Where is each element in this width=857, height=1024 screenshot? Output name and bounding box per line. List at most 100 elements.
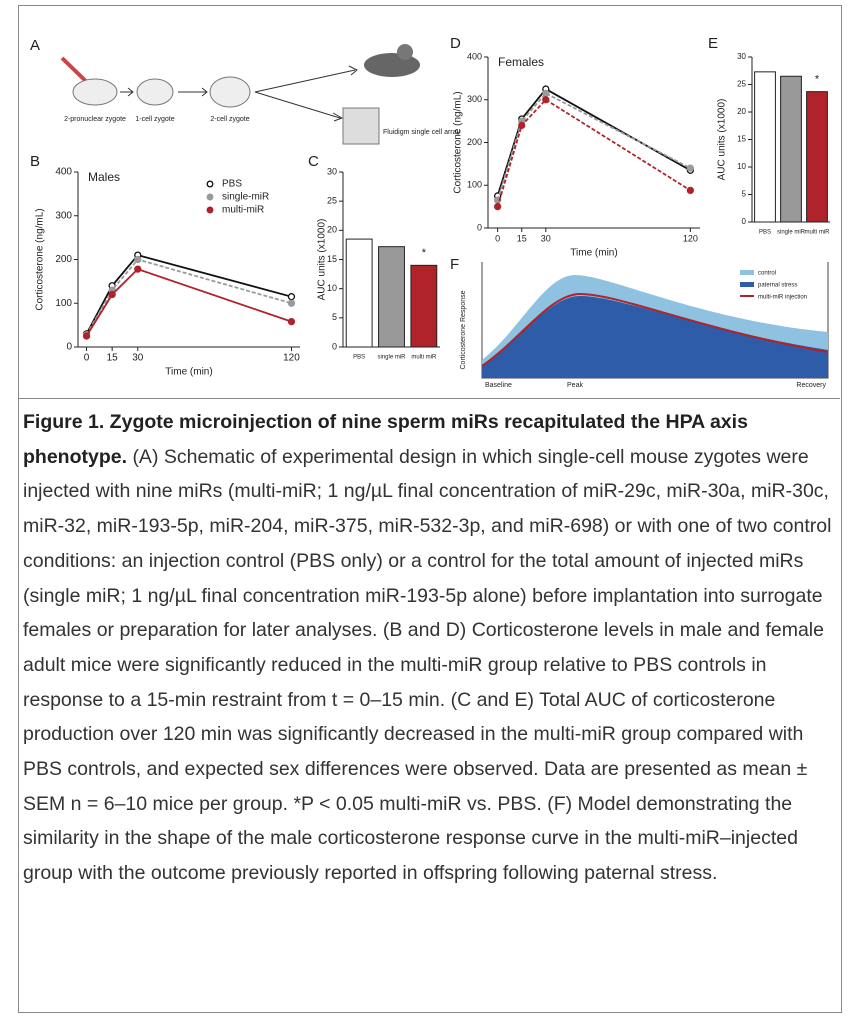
legend-label: PBS <box>222 179 242 190</box>
panel-label: D <box>450 35 461 52</box>
point <box>108 290 116 299</box>
legend-swatch <box>740 282 754 287</box>
caption-title: Figure 1. Zygote microinjection of nine … <box>23 411 748 468</box>
y-axis-label: AUC units (x1000) <box>317 219 328 301</box>
point <box>82 332 91 340</box>
panel-label: C <box>308 153 319 170</box>
schematic-label: 1-cell zygote <box>135 116 174 123</box>
x-tick-label: multi miR <box>411 355 437 361</box>
y-tick-label: 400 <box>55 167 72 178</box>
point <box>686 164 695 172</box>
zygote <box>209 76 251 108</box>
x-label: Baseline <box>485 382 512 389</box>
point <box>542 89 550 97</box>
model-panel: F Corticosterone Response Baseline Peak … <box>450 256 829 389</box>
x-tick-label: 120 <box>683 233 698 243</box>
x-tick-label: 15 <box>517 233 527 243</box>
x-tick-label: multi miR <box>805 230 831 236</box>
x-label: Peak <box>567 382 583 389</box>
y-axis-label: AUC units (x1000) <box>717 99 728 181</box>
y-axis-label: Corticosterone (ng/mL) <box>35 208 46 310</box>
legend-marker <box>206 193 214 201</box>
point <box>287 293 296 301</box>
series-line <box>496 87 691 197</box>
legend-marker <box>206 206 214 214</box>
x-tick-label: PBS <box>353 355 365 361</box>
x-tick-label: 0 <box>84 353 90 364</box>
schematic: A 2-pronuclear zygote 1-cell zygote 2-ce… <box>30 37 461 145</box>
stress-area <box>482 296 828 378</box>
y-tick-label: 5 <box>742 190 747 199</box>
mouse-icon <box>397 44 413 60</box>
x-tick-label: 15 <box>107 353 119 364</box>
point <box>134 255 142 264</box>
x-tick-label: 30 <box>541 233 551 243</box>
panel-label: A <box>30 37 40 54</box>
schematic-label: 2-cell zygote <box>210 116 249 123</box>
series-line <box>496 98 691 207</box>
x-tick-label: single miR <box>777 230 806 236</box>
bar <box>378 246 405 348</box>
y-tick-label: 25 <box>327 196 337 206</box>
multi-mir-curve <box>481 292 829 367</box>
y-tick-label: 5 <box>332 312 337 322</box>
arrow <box>254 65 358 122</box>
point <box>287 317 296 326</box>
mouse-icon <box>364 53 420 77</box>
y-tick-label: 30 <box>327 166 337 176</box>
y-tick-label: 300 <box>467 94 482 104</box>
bar <box>806 91 828 223</box>
legend-swatch <box>740 270 754 275</box>
y-tick-label: 25 <box>737 80 746 89</box>
point <box>134 265 142 273</box>
y-axis-label: Corticosterone (ng/mL) <box>453 91 464 193</box>
y-tick-label: 20 <box>737 107 746 116</box>
caption-text: (A) Schematic of experimental design in … <box>23 445 832 885</box>
array-icon <box>342 107 380 145</box>
panel-label: B <box>30 153 40 170</box>
y-tick-label: 100 <box>55 298 72 309</box>
y-tick-label: 400 <box>467 51 482 61</box>
schematic-label: Fluidigm single cell array <box>383 129 461 136</box>
y-tick-label: 20 <box>327 225 337 235</box>
y-tick-label: 200 <box>467 137 482 147</box>
panel-label: E <box>708 35 718 52</box>
series-line <box>85 258 292 336</box>
point <box>686 186 695 195</box>
legend-label: paternal stress <box>758 283 797 289</box>
y-tick-label: 10 <box>737 162 746 171</box>
caption: Figure 1. Zygote microinjection of nine … <box>18 398 840 897</box>
y-tick-label: 200 <box>55 254 72 265</box>
figure-frame <box>18 5 842 1013</box>
y-tick-label: 300 <box>55 210 72 221</box>
zygote <box>72 78 118 106</box>
x-tick-label: 30 <box>132 353 144 364</box>
chart-title: Males <box>88 170 120 184</box>
bar <box>754 71 776 223</box>
y-tick-label: 10 <box>327 283 337 293</box>
x-tick-label: single miR <box>377 355 406 361</box>
y-tick-label: 0 <box>477 222 482 232</box>
series-line <box>496 92 691 201</box>
bar <box>345 238 373 348</box>
arrow <box>120 87 208 97</box>
legend-marker <box>206 180 214 188</box>
annotation: * <box>815 74 820 86</box>
x-axis-label: Time (min) <box>165 367 212 378</box>
legend-label: multi-miR injection <box>758 295 807 301</box>
y-tick-label: 0 <box>66 342 72 353</box>
y-axis-label: Corticosterone Response <box>460 290 467 369</box>
point <box>542 96 550 104</box>
x-axis-label: Time (min) <box>570 248 617 259</box>
panel-label: F <box>450 256 459 273</box>
x-label: Recovery <box>796 382 826 389</box>
point <box>287 299 296 307</box>
chart-title: Females <box>498 55 544 69</box>
series-line <box>85 268 292 337</box>
schematic-label: 2-pronuclear zygote <box>64 116 126 123</box>
point <box>493 202 502 211</box>
y-tick-label: 0 <box>332 341 337 351</box>
bar <box>410 264 438 348</box>
legend-label: single-miR <box>222 192 269 203</box>
legend-label: control <box>758 271 776 277</box>
